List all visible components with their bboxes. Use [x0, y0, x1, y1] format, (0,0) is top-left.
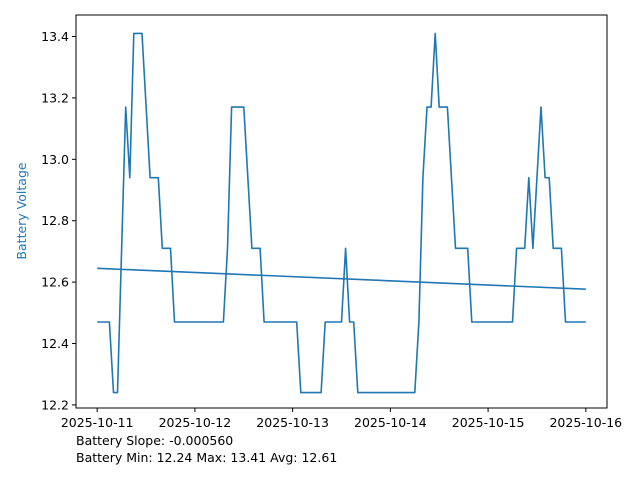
battery-stats-text: Battery Min: 12.24 Max: 13.41 Avg: 12.61 — [76, 450, 338, 465]
y-tick-label: 13.4 — [41, 29, 69, 44]
x-tick-label: 2025-10-15 — [452, 415, 525, 430]
x-tick-label: 2025-10-16 — [549, 415, 622, 430]
trend-line — [97, 267, 586, 290]
x-axis: 2025-10-11 2025-10-12 2025-10-13 2025-10-14… — [61, 408, 622, 430]
x-tick-label: 2025-10-14 — [354, 415, 427, 430]
series-lines — [97, 32, 586, 394]
x-tick-label: 2025-10-12 — [159, 415, 232, 430]
plot-area — [75, 14, 608, 409]
y-axis-label: Battery Voltage — [14, 162, 29, 259]
x-tick-label: 2025-10-11 — [61, 415, 134, 430]
battery-slope-text: Battery Slope: -0.000560 — [76, 433, 234, 448]
y-tick-label: 12.4 — [41, 336, 69, 351]
y-tick-label: 12.2 — [41, 397, 69, 412]
y-tick-label: 12.8 — [41, 213, 69, 228]
y-tick-label: 12.6 — [41, 275, 69, 290]
y-tick-label: 13.0 — [41, 152, 69, 167]
voltage-line — [97, 32, 586, 394]
x-tick-label: 2025-10-13 — [256, 415, 329, 430]
y-axis: 12.2 12.4 12.6 12.8 13.0 13.2 13.4 — [41, 29, 76, 412]
y-tick-label: 13.2 — [41, 90, 69, 105]
